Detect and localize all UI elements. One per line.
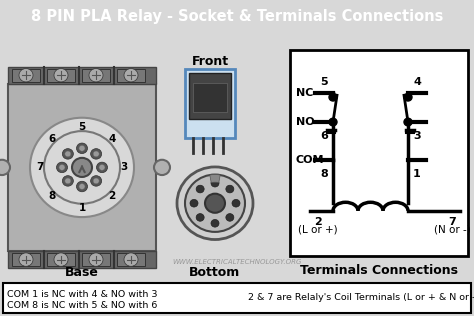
Circle shape: [91, 149, 101, 159]
Wedge shape: [210, 174, 220, 183]
Text: Bottom: Bottom: [190, 265, 241, 278]
Text: 7: 7: [448, 216, 456, 227]
Text: 5: 5: [320, 77, 328, 87]
Circle shape: [59, 165, 65, 170]
Text: 8: 8: [49, 191, 56, 201]
Circle shape: [91, 176, 101, 186]
Circle shape: [404, 93, 412, 101]
Circle shape: [329, 93, 337, 101]
Text: 2: 2: [314, 216, 322, 227]
Bar: [12, 253, 40, 266]
Circle shape: [65, 178, 71, 184]
Circle shape: [226, 185, 234, 193]
Circle shape: [177, 167, 253, 240]
Bar: [3, 283, 471, 313]
Text: Terminals Connections: Terminals Connections: [300, 264, 458, 276]
Circle shape: [63, 149, 73, 159]
Circle shape: [226, 214, 234, 221]
Bar: [47, 253, 75, 266]
Bar: [189, 73, 231, 119]
Circle shape: [89, 69, 103, 82]
Text: WWW.ELECTRICALTECHNOLOGY.ORG: WWW.ELECTRICALTECHNOLOGY.ORG: [173, 259, 301, 265]
Circle shape: [54, 253, 68, 266]
Bar: [12, 69, 40, 82]
Text: 8: 8: [320, 169, 328, 179]
Text: NO: NO: [296, 117, 315, 127]
Circle shape: [124, 69, 138, 82]
Circle shape: [211, 179, 219, 187]
Circle shape: [97, 162, 108, 173]
Circle shape: [232, 199, 240, 207]
Circle shape: [54, 69, 68, 82]
Bar: [8, 67, 156, 84]
Circle shape: [196, 185, 204, 193]
Bar: [47, 69, 75, 82]
Text: Base: Base: [65, 265, 99, 278]
Text: Front: Front: [191, 55, 228, 68]
Circle shape: [404, 118, 412, 126]
Text: 2 & 7 are Relaly's Coil Terminals (L or + & N or -): 2 & 7 are Relaly's Coil Terminals (L or …: [248, 293, 474, 302]
Bar: [185, 70, 235, 138]
Circle shape: [93, 178, 99, 184]
Text: (L or +): (L or +): [298, 224, 338, 234]
Text: 7: 7: [36, 162, 44, 173]
Text: 3: 3: [120, 162, 128, 173]
Bar: [82, 69, 110, 82]
Circle shape: [211, 220, 219, 227]
Text: 3: 3: [413, 131, 421, 141]
Circle shape: [76, 143, 88, 154]
Text: COM 8 is NC with 5 & NO with 6: COM 8 is NC with 5 & NO with 6: [7, 301, 157, 310]
Circle shape: [190, 199, 198, 207]
Circle shape: [124, 253, 138, 266]
Bar: [290, 50, 468, 256]
Circle shape: [0, 160, 10, 175]
Text: 5: 5: [78, 122, 86, 132]
Circle shape: [93, 151, 99, 157]
Bar: [8, 251, 156, 268]
Circle shape: [329, 118, 337, 126]
Circle shape: [79, 184, 85, 189]
Text: 1: 1: [413, 169, 421, 179]
Bar: [193, 83, 227, 112]
Circle shape: [19, 69, 33, 82]
Text: NC: NC: [296, 88, 313, 98]
Circle shape: [63, 176, 73, 186]
Circle shape: [56, 162, 67, 173]
Bar: [8, 84, 156, 251]
Text: 8 PIN PLA Relay - Socket & Terminals Connections: 8 PIN PLA Relay - Socket & Terminals Con…: [31, 9, 443, 24]
Circle shape: [89, 253, 103, 266]
Circle shape: [30, 118, 134, 217]
Circle shape: [76, 181, 88, 192]
Circle shape: [196, 214, 204, 221]
Text: COM 1 is NC with 4 & NO with 3: COM 1 is NC with 4 & NO with 3: [7, 290, 157, 299]
Circle shape: [72, 158, 92, 177]
Text: 2: 2: [108, 191, 115, 201]
Bar: [82, 253, 110, 266]
Text: (N or -): (N or -): [434, 224, 470, 234]
Circle shape: [154, 160, 170, 175]
Bar: [117, 253, 145, 266]
Circle shape: [79, 145, 85, 151]
Circle shape: [19, 253, 33, 266]
Text: 1: 1: [78, 203, 86, 213]
Text: COM: COM: [296, 155, 325, 165]
Text: 4: 4: [413, 77, 421, 87]
Circle shape: [185, 174, 245, 232]
Bar: [117, 69, 145, 82]
Circle shape: [65, 151, 71, 157]
Circle shape: [99, 165, 105, 170]
Text: 6: 6: [320, 131, 328, 141]
Text: 4: 4: [108, 134, 115, 144]
Text: 6: 6: [49, 134, 56, 144]
Circle shape: [205, 194, 225, 213]
